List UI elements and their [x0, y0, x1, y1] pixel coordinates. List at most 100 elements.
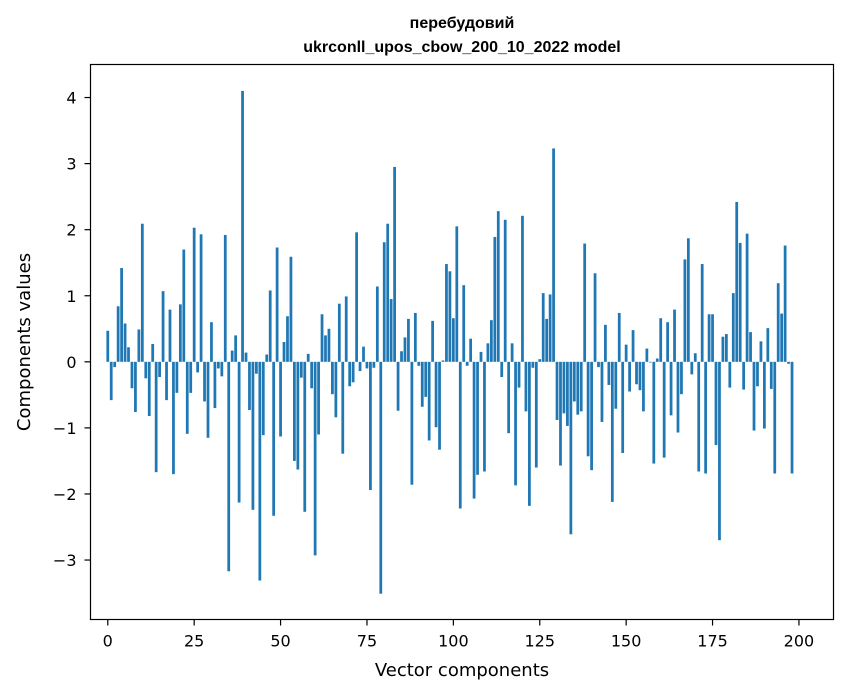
bar-component-161: [662, 361, 666, 458]
bar-component-113: [496, 211, 500, 362]
bar-component-83: [393, 166, 396, 362]
bar-component-0: [106, 330, 110, 362]
bar-component-187: [752, 361, 756, 431]
bar-component-107: [476, 361, 479, 475]
bar-component-53: [289, 256, 293, 362]
x-tick-label: 0: [103, 632, 113, 651]
bar-component-184: [742, 361, 746, 390]
bar-component-55: [296, 361, 300, 470]
bar-component-24: [189, 361, 193, 393]
bar-component-188: [756, 361, 759, 387]
bar-component-100: [451, 318, 455, 362]
bar-component-114: [500, 361, 504, 378]
bar-component-149: [621, 361, 625, 453]
bar-component-40: [244, 352, 248, 362]
bar-component-109: [483, 361, 486, 472]
bar-component-41: [248, 361, 251, 411]
y-axis-label: Components values: [14, 253, 35, 431]
bar-component-89: [413, 312, 417, 362]
bar-component-69: [344, 296, 348, 362]
bar-component-59: [310, 361, 314, 389]
chart-title-line-2: ukrconll_upos_cbow_200_10_2022 model: [303, 39, 620, 56]
bar-component-168: [686, 238, 690, 362]
bar-component-180: [728, 361, 732, 388]
bar-component-38: [237, 361, 241, 503]
bar-component-44: [258, 361, 262, 581]
bar-component-58: [306, 353, 310, 362]
bar-component-176: [714, 361, 718, 446]
bar-component-29: [206, 361, 210, 438]
bar-component-45: [261, 361, 265, 436]
bar-component-61: [317, 361, 320, 435]
bar-component-134: [569, 361, 573, 535]
bar-component-140: [590, 361, 593, 471]
bar-component-51: [282, 342, 286, 362]
bar-component-141: [593, 273, 597, 362]
bar-component-170: [693, 353, 697, 362]
bar-component-27: [199, 234, 203, 362]
x-tick-label: 175: [697, 632, 728, 651]
bar-component-82: [389, 299, 393, 362]
bar-component-181: [731, 293, 735, 362]
bar-component-164: [673, 309, 676, 362]
bar-component-122: [528, 361, 531, 506]
bar-component-57: [303, 361, 307, 512]
bar-component-25: [192, 227, 196, 362]
y-tick-label: 2: [66, 221, 76, 240]
x-tick-label: 100: [438, 632, 469, 651]
bar-component-120: [521, 215, 524, 362]
y-axis-ticks: −3 −2 −1 0 1 2 3 4: [53, 89, 91, 570]
bar-component-70: [348, 361, 352, 387]
bar-component-50: [279, 361, 282, 437]
bar-component-56: [299, 361, 303, 378]
x-axis-label: Vector components: [375, 660, 549, 681]
bar-component-81: [386, 223, 390, 362]
bar-component-196: [783, 245, 787, 362]
bar-component-112: [493, 236, 497, 362]
bar-component-97: [441, 360, 445, 362]
bar-component-159: [655, 358, 659, 362]
bar-component-139: [586, 361, 590, 457]
bar-component-123: [531, 361, 535, 368]
bar-component-175: [711, 314, 714, 362]
bar-component-157: [648, 361, 652, 363]
bar-component-77: [372, 361, 376, 368]
bar-component-173: [704, 361, 708, 474]
bar-component-165: [676, 361, 680, 433]
bar-component-138: [583, 243, 587, 362]
bar-component-47: [268, 290, 272, 362]
bar-component-18: [168, 309, 172, 362]
bar-component-195: [780, 313, 784, 362]
y-tick-label: −3: [53, 551, 77, 570]
bars-group: [106, 90, 794, 594]
bar-component-46: [265, 354, 269, 362]
bar-component-67: [337, 303, 341, 362]
bar-component-42: [251, 361, 255, 510]
bar-component-156: [645, 348, 649, 362]
x-tick-label: 200: [784, 632, 815, 651]
bar-component-158: [652, 361, 656, 464]
bar-component-179: [724, 334, 728, 362]
y-tick-label: 1: [66, 287, 76, 306]
bar-component-162: [666, 322, 669, 362]
bar-component-135: [572, 361, 576, 402]
bar-component-143: [600, 361, 604, 422]
bar-component-127: [545, 318, 549, 362]
bar-component-95: [434, 361, 438, 428]
bar-component-5: [123, 323, 127, 362]
bar-component-152: [631, 330, 635, 362]
bar-component-12: [147, 361, 151, 416]
bar-component-178: [721, 336, 725, 362]
plot-frame: [89, 63, 835, 621]
y-tick-label: 0: [66, 353, 76, 372]
bar-component-182: [735, 201, 739, 362]
bar-component-32: [216, 361, 220, 369]
bar-component-131: [559, 361, 562, 466]
bar-component-151: [628, 361, 631, 392]
bar-component-172: [700, 264, 704, 362]
bar-component-87: [407, 318, 410, 362]
bar-component-71: [351, 361, 355, 383]
bar-component-66: [334, 361, 338, 418]
x-tick-label: 150: [611, 632, 642, 651]
